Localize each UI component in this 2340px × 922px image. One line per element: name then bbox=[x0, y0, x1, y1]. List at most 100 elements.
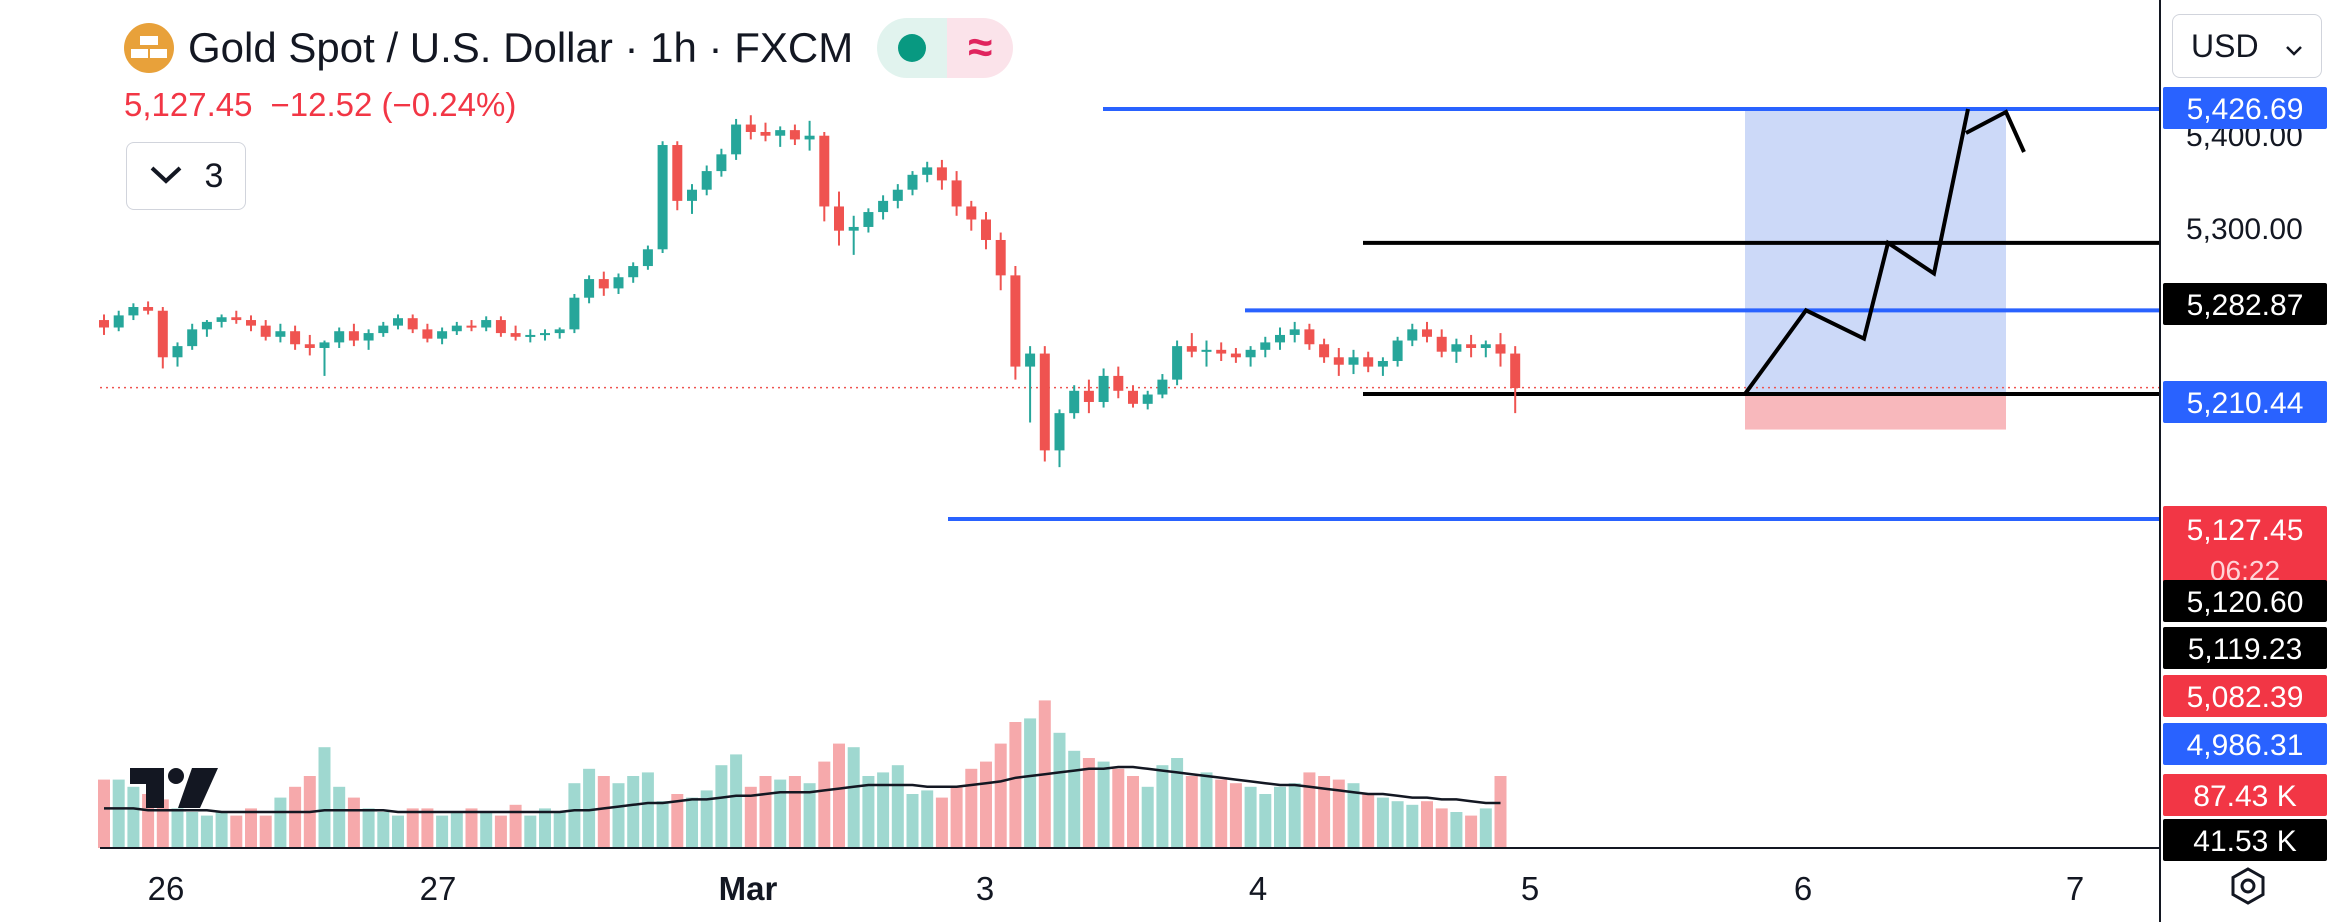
volume-bar bbox=[686, 797, 698, 848]
candle-body bbox=[1495, 344, 1506, 354]
candle-body bbox=[172, 346, 183, 358]
candle-body bbox=[481, 320, 492, 328]
candle-body bbox=[1319, 344, 1330, 358]
candle-body bbox=[1304, 329, 1315, 345]
volume-bar bbox=[1244, 786, 1257, 848]
volume-bar bbox=[494, 815, 507, 848]
x-tick-label: 6 bbox=[1794, 870, 1812, 907]
header: Gold Spot / U.S. Dollar · 1h · FXCM ≈ bbox=[124, 18, 1014, 78]
candle-body bbox=[348, 331, 359, 341]
volume-bar bbox=[1450, 812, 1463, 848]
candle-body bbox=[1113, 375, 1124, 391]
candle-body bbox=[775, 130, 786, 136]
candle-body bbox=[275, 331, 286, 337]
price-label: 5,120.60 bbox=[2187, 586, 2304, 619]
volume-bar bbox=[1465, 815, 1478, 848]
symbol-title[interactable]: Gold Spot / U.S. Dollar · 1h · FXCM bbox=[188, 24, 854, 71]
market-open-icon[interactable] bbox=[877, 18, 948, 78]
chevron-down-icon bbox=[2285, 28, 2303, 65]
volume-bar bbox=[1303, 772, 1316, 848]
volume-bar bbox=[700, 790, 713, 848]
volume-bar bbox=[847, 747, 860, 848]
candle-body bbox=[1363, 357, 1374, 367]
price-label: 5,282.87 bbox=[2187, 289, 2304, 322]
indicators-toggle-button[interactable]: 3 bbox=[126, 142, 246, 210]
candle-body bbox=[1451, 344, 1462, 352]
candle-body bbox=[451, 325, 462, 332]
volume-bar bbox=[788, 776, 801, 848]
volume-bar bbox=[627, 776, 640, 848]
price-label: 4,986.31 bbox=[2187, 729, 2304, 762]
volume-bar bbox=[156, 799, 169, 848]
candle-body bbox=[1289, 329, 1300, 335]
price-label-box bbox=[2163, 580, 2327, 622]
price-label: 5,426.69 bbox=[2187, 93, 2304, 126]
volume-bar bbox=[450, 812, 463, 848]
candle-body bbox=[819, 135, 830, 207]
volume-bar bbox=[1200, 772, 1213, 848]
candle-body bbox=[936, 167, 947, 181]
volume-bar bbox=[641, 772, 654, 848]
candle-body bbox=[246, 320, 256, 326]
projection-arrowhead bbox=[1965, 109, 2026, 153]
candle-body bbox=[363, 333, 374, 341]
price-label-box bbox=[2163, 381, 2327, 423]
candle-body bbox=[848, 226, 859, 231]
candle-body bbox=[1142, 394, 1153, 404]
candle-body bbox=[1510, 353, 1521, 389]
last-price: 5,127.45 bbox=[124, 86, 253, 123]
price-label-box bbox=[2163, 87, 2327, 129]
candle-body bbox=[113, 315, 124, 328]
candle-body bbox=[1157, 379, 1168, 395]
settings-gear-icon[interactable] bbox=[2228, 866, 2268, 906]
volume-bar bbox=[906, 794, 919, 848]
candle-body bbox=[1333, 357, 1344, 365]
price-label-box bbox=[2163, 627, 2327, 669]
volume-bar bbox=[200, 815, 213, 848]
volume-bar bbox=[1024, 718, 1037, 848]
price-label-box bbox=[2163, 723, 2327, 765]
gold-bars-logo-icon bbox=[124, 23, 174, 73]
status-pill[interactable]: ≈ bbox=[877, 18, 1014, 78]
candle-body bbox=[834, 206, 844, 231]
candle-body bbox=[995, 239, 1006, 276]
data-feed-icon[interactable]: ≈ bbox=[947, 18, 1014, 78]
candle-body bbox=[216, 317, 227, 322]
candle-body bbox=[231, 317, 242, 321]
candle-body bbox=[304, 344, 315, 348]
volume-bar bbox=[597, 776, 610, 848]
volume-bar bbox=[759, 776, 772, 848]
projection-path bbox=[1743, 108, 1970, 396]
volume-bar bbox=[612, 783, 625, 848]
volume-bar bbox=[230, 815, 243, 848]
volume-bar bbox=[274, 797, 287, 848]
volume-bar bbox=[127, 786, 140, 848]
volume-bar bbox=[1391, 801, 1404, 848]
volume-bar bbox=[1362, 794, 1375, 848]
volume-bar bbox=[833, 743, 845, 848]
volume-bar bbox=[950, 786, 963, 848]
volume-bar bbox=[1171, 758, 1184, 848]
volume-bar bbox=[1229, 783, 1242, 848]
volume-bar bbox=[568, 783, 581, 848]
candle-body bbox=[1039, 353, 1050, 451]
volume-bar bbox=[406, 808, 419, 848]
x-tick-label: 4 bbox=[1249, 870, 1267, 907]
candle-body bbox=[745, 124, 756, 132]
candle-body bbox=[393, 318, 403, 326]
volume-bar bbox=[1494, 776, 1507, 848]
price-label-box bbox=[2163, 675, 2327, 717]
candle-body bbox=[657, 145, 668, 250]
candle-body bbox=[760, 131, 771, 136]
volume-bar bbox=[347, 797, 360, 848]
candle-body bbox=[1260, 342, 1271, 350]
volume-bar bbox=[465, 808, 478, 848]
candle-body bbox=[863, 212, 874, 227]
currency-select[interactable]: USD bbox=[2172, 14, 2322, 78]
volume-bar bbox=[421, 808, 434, 848]
candle-body bbox=[1392, 340, 1403, 362]
volume-bar bbox=[803, 783, 816, 848]
candle-body bbox=[1436, 336, 1447, 352]
candle-body bbox=[260, 325, 271, 337]
